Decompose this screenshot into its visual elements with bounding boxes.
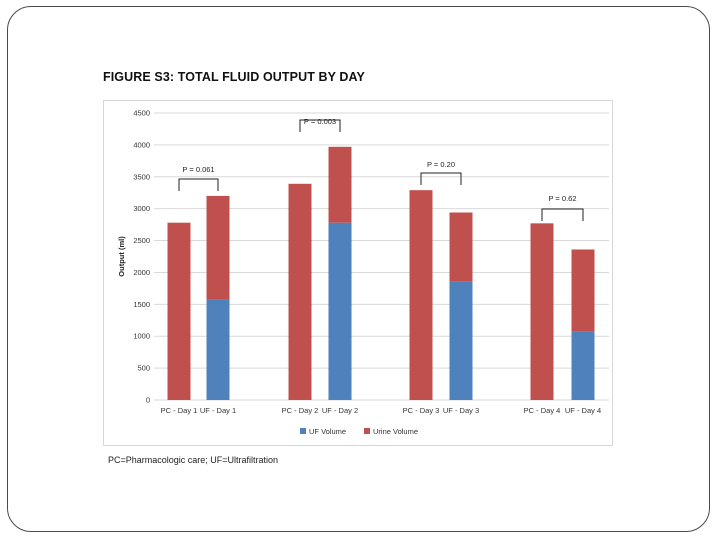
legend-label: Urine Volume <box>373 427 418 436</box>
p-value-label: P = 0.62 <box>548 194 576 203</box>
y-tick-label: 4000 <box>133 140 150 149</box>
y-tick-label: 2000 <box>133 268 150 277</box>
y-tick-label: 4500 <box>133 109 150 118</box>
p-value-annotations: P = 0.061 P = 0.003 P = 0.20 P = 0.62 <box>178 117 584 221</box>
y-tick-label: 500 <box>137 364 150 373</box>
p-value-label: P = 0.20 <box>427 160 455 169</box>
y-tick-label: 1000 <box>133 332 150 341</box>
bar-uf-volume <box>571 331 595 400</box>
bar-urine-volume <box>328 146 352 223</box>
bar-urine-volume <box>409 190 433 400</box>
y-tick-label: 2500 <box>133 236 150 245</box>
legend: UF Volume Urine Volume <box>300 427 418 436</box>
figure-title: FIGURE S3: TOTAL FLUID OUTPUT BY DAY <box>103 70 365 84</box>
x-category-label: PC - Day 2 <box>282 406 319 415</box>
bar-urine-volume <box>206 195 230 300</box>
x-axis-labels: PC - Day 1 UF - Day 1 PC - Day 2 UF - Day 2… <box>161 406 601 415</box>
y-axis-ticks: 0 500 1000 1500 2000 2500 3000 3500 4000 4500 <box>133 109 150 405</box>
bar-uf-volume <box>206 299 230 400</box>
y-tick-label: 0 <box>146 396 150 405</box>
p-value-bracket <box>420 172 462 185</box>
bar-urine-volume <box>167 222 191 400</box>
legend-label: UF Volume <box>309 427 346 436</box>
bars <box>167 146 595 400</box>
p-value-bracket <box>178 178 219 191</box>
y-tick-label: 3000 <box>133 204 150 213</box>
y-tick-label: 1500 <box>133 300 150 309</box>
x-category-label: UF - Day 3 <box>443 406 479 415</box>
bar-urine-volume <box>530 223 554 400</box>
y-tick-label: 3500 <box>133 172 150 181</box>
x-category-label: PC - Day 4 <box>524 406 561 415</box>
y-axis-title: Output (ml) <box>117 236 126 277</box>
bar-uf-volume <box>449 281 473 400</box>
footnote: PC=Pharmacologic care; UF=Ultrafiltratio… <box>108 455 279 465</box>
bar-uf-volume <box>328 222 352 400</box>
chart-area: 0 500 1000 1500 2000 2500 3000 3500 4000 4500 PC … <box>103 100 613 446</box>
p-value-bracket <box>541 208 584 221</box>
bar-urine-volume <box>571 249 595 332</box>
p-value-bracket <box>299 119 341 132</box>
bar-urine-volume <box>288 183 312 400</box>
stacked-bar-chart: 0 500 1000 1500 2000 2500 3000 3500 4000 4500 PC … <box>117 109 609 436</box>
p-value-label: P = 0.061 <box>182 165 214 174</box>
p-value-label: P = 0.003 <box>304 117 336 126</box>
x-category-label: UF - Day 1 <box>200 406 236 415</box>
bar-urine-volume <box>449 212 473 282</box>
legend-swatch <box>364 428 370 434</box>
x-category-label: UF - Day 4 <box>565 406 601 415</box>
x-category-label: UF - Day 2 <box>322 406 358 415</box>
x-category-label: PC - Day 1 <box>161 406 198 415</box>
x-category-label: PC - Day 3 <box>403 406 440 415</box>
legend-swatch <box>300 428 306 434</box>
